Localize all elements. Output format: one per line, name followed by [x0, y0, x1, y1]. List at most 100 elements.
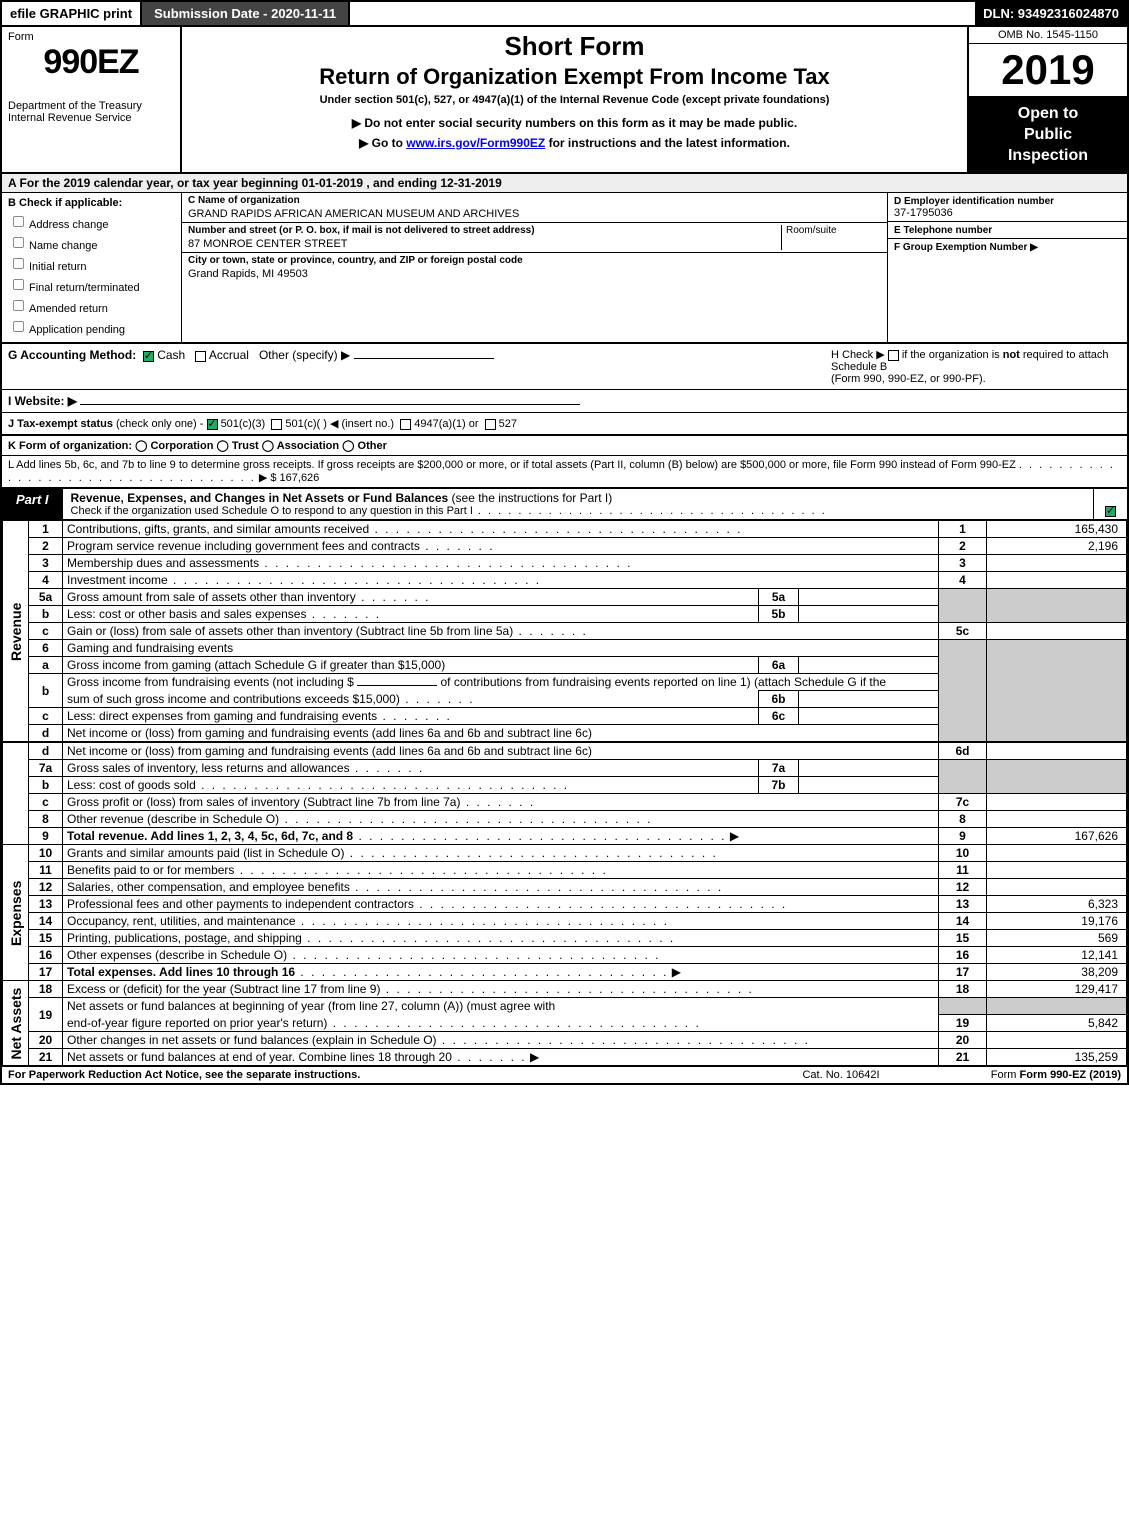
line-box: 18: [939, 981, 987, 998]
i-website-input[interactable]: [80, 404, 580, 405]
sub-box: 6b: [759, 691, 799, 708]
table-row: 19 Net assets or fund balances at beginn…: [3, 998, 1127, 1015]
short-form-title: Short Form: [192, 31, 957, 62]
ein-value: 37-1795036: [894, 207, 953, 219]
table-row: 15 Printing, publications, postage, and …: [3, 930, 1127, 947]
line-g: G Accounting Method: Cash Accrual Other …: [8, 348, 821, 385]
h-not: not: [1003, 349, 1020, 361]
line-num: 16: [29, 947, 63, 964]
l11-desc: Benefits paid to or for members: [67, 863, 234, 877]
line-desc: Grants and similar amounts paid (list in…: [63, 845, 939, 862]
l18-desc: Excess or (deficit) for the year (Subtra…: [67, 982, 380, 996]
d-ein: D Employer identification number 37-1795…: [888, 193, 1127, 222]
line-desc: Gross profit or (loss) from sales of inv…: [63, 794, 939, 811]
goto-pre: ▶ Go to: [359, 136, 406, 150]
l6b-d3: sum of such gross income and contributio…: [67, 692, 400, 706]
part-i-schedule-o-checkbox[interactable]: [1093, 489, 1127, 519]
i-label: I Website: ▶: [8, 394, 77, 408]
line-amt: 2,196: [987, 538, 1127, 555]
line-num: 20: [29, 1031, 63, 1048]
l7a-desc: Gross sales of inventory, less returns a…: [67, 761, 350, 775]
line-j: J Tax-exempt status (check only one) - 5…: [2, 413, 1127, 435]
line-amt: 167,626: [987, 828, 1127, 845]
c-city-label: City or town, state or province, country…: [188, 255, 881, 266]
form-word: Form: [8, 31, 174, 43]
h-post2: (Form 990, 990-EZ, or 990-PF).: [831, 373, 986, 385]
line-num: 4: [29, 572, 63, 589]
l13-desc: Professional fees and other payments to …: [67, 897, 414, 911]
grey-amt: [987, 760, 1127, 794]
org-name: GRAND RAPIDS AFRICAN AMERICAN MUSEUM AND…: [188, 208, 519, 220]
line-desc: end-of-year figure reported on prior yea…: [63, 1014, 939, 1031]
omb-number: OMB No. 1545-1150: [969, 27, 1127, 44]
line-num: d: [29, 743, 63, 760]
l6b-d1: Gross income from fundraising events (no…: [67, 675, 354, 689]
l21-desc: Net assets or fund balances at end of ye…: [67, 1050, 452, 1064]
form-number: 990EZ: [8, 43, 174, 82]
h-pre: H Check ▶: [831, 349, 888, 361]
g-accrual-label: Accrual: [209, 348, 249, 362]
g-label: G Accounting Method:: [8, 348, 136, 362]
j-527-checkbox[interactable]: [485, 419, 496, 430]
g-other-input[interactable]: [354, 358, 494, 359]
line-amt: [987, 862, 1127, 879]
chk-final-return-label: Final return/terminated: [29, 282, 140, 294]
org-street: 87 MONROE CENTER STREET: [188, 238, 348, 250]
line-desc: Contributions, gifts, grants, and simila…: [63, 521, 939, 538]
table-row: 5a Gross amount from sale of assets othe…: [3, 589, 1127, 606]
grey-amt: [987, 998, 1127, 1015]
line-desc: Less: direct expenses from gaming and fu…: [63, 708, 759, 725]
f-group-exemption: F Group Exemption Number ▶: [888, 239, 1127, 342]
l17-desc: Total expenses. Add lines 10 through 16: [67, 965, 295, 979]
chk-initial-return[interactable]: Initial return: [8, 254, 175, 273]
chk-amended-return-label: Amended return: [29, 303, 108, 315]
footer-form-ref-text: Form 990-EZ (2019): [1020, 1069, 1121, 1081]
g-cash-checkbox[interactable]: [143, 351, 154, 362]
chk-application-pending[interactable]: Application pending: [8, 317, 175, 336]
sub-box: 7a: [759, 760, 799, 777]
line-num: 17: [29, 964, 63, 981]
line-num: 6: [29, 640, 63, 657]
line-num: 14: [29, 913, 63, 930]
table-row: 21 Net assets or fund balances at end of…: [3, 1048, 1127, 1065]
sub-amt: [799, 760, 939, 777]
line-desc: Total expenses. Add lines 10 through 16 …: [63, 964, 939, 981]
line-box: 13: [939, 896, 987, 913]
table-row: 11 Benefits paid to or for members 11: [3, 862, 1127, 879]
line-num: 15: [29, 930, 63, 947]
table-row: 8 Other revenue (describe in Schedule O)…: [3, 811, 1127, 828]
j-501c-checkbox[interactable]: [271, 419, 282, 430]
chk-address-change[interactable]: Address change: [8, 212, 175, 231]
j-4947-checkbox[interactable]: [400, 419, 411, 430]
revenue-side-label-cont: [3, 743, 29, 845]
j-501c3-checkbox[interactable]: [207, 419, 218, 430]
h-checkbox[interactable]: [888, 350, 899, 361]
g-accrual-checkbox[interactable]: [195, 351, 206, 362]
line-desc: Professional fees and other payments to …: [63, 896, 939, 913]
efile-print-label[interactable]: efile GRAPHIC print: [2, 2, 142, 25]
l6b-fill[interactable]: [357, 685, 437, 686]
j-label: J Tax-exempt status: [8, 418, 113, 430]
chk-name-change[interactable]: Name change: [8, 233, 175, 252]
table-row: 6 Gaming and fundraising events: [3, 640, 1127, 657]
line-desc: Gross sales of inventory, less returns a…: [63, 760, 759, 777]
header-right: OMB No. 1545-1150 2019 Open to Public In…: [967, 27, 1127, 172]
line-num: 21: [29, 1048, 63, 1065]
chk-final-return[interactable]: Final return/terminated: [8, 275, 175, 294]
l19-desc1: Net assets or fund balances at beginning…: [63, 998, 939, 1015]
chk-application-pending-label: Application pending: [29, 324, 125, 336]
line-amt: 165,430: [987, 521, 1127, 538]
footer-paperwork: For Paperwork Reduction Act Notice, see …: [8, 1069, 761, 1081]
form-header: Form 990EZ Department of the Treasury In…: [2, 27, 1127, 174]
line-amt: [987, 845, 1127, 862]
line-box: 8: [939, 811, 987, 828]
chk-amended-return[interactable]: Amended return: [8, 296, 175, 315]
line-num: 9: [29, 828, 63, 845]
room-suite-label: Room/suite: [781, 225, 881, 250]
part-i-sub: Check if the organization used Schedule …: [71, 505, 473, 517]
line-box: 3: [939, 555, 987, 572]
line-num: 2: [29, 538, 63, 555]
table-row: c Gain or (loss) from sale of assets oth…: [3, 623, 1127, 640]
line-amt: [987, 572, 1127, 589]
irs-link[interactable]: www.irs.gov/Form990EZ: [406, 136, 545, 150]
